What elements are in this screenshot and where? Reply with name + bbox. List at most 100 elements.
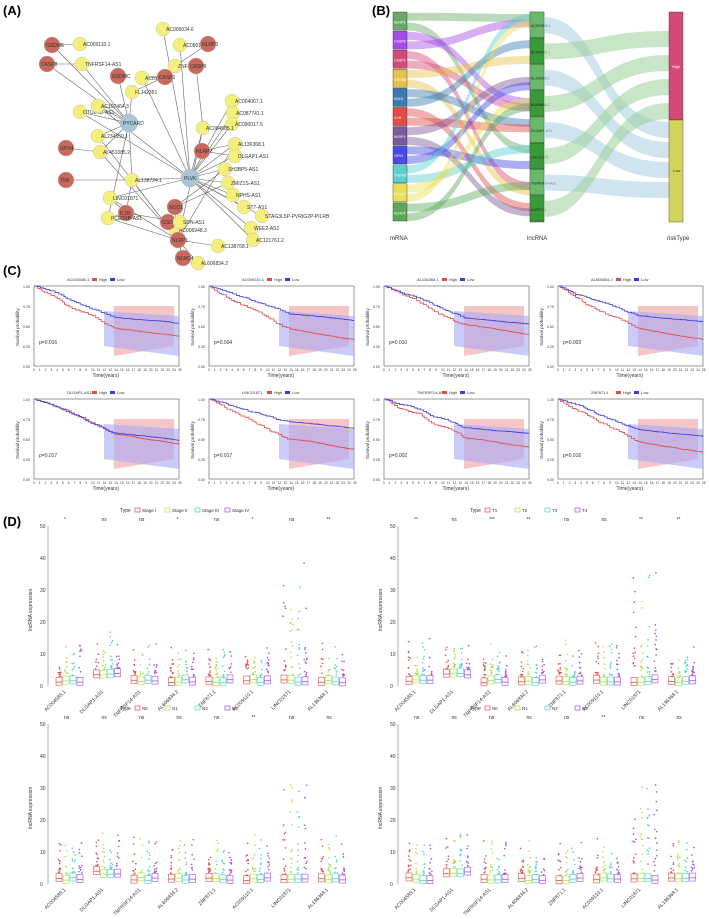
box-outlier [677,841,680,844]
km-x-tick: 19 [143,368,147,372]
km-legend-gene: TNFRSF14-AS1 [417,390,447,395]
network-edge [174,168,226,208]
sankey-flow [407,98,530,193]
km-pvalue: p=0.017 [214,453,232,459]
box-outlier [407,864,410,866]
box-outlier [557,671,560,673]
box-outlier [216,673,219,676]
network-node-label: TNF [60,178,70,184]
box-outlier [284,839,286,841]
box-outlier [465,860,468,863]
box-outlier [209,856,212,859]
box-outlier [109,636,112,638]
km-x-tick: 9 [85,481,87,485]
box-outlier [155,870,158,872]
box-outlier [221,859,223,862]
box-outlier [320,665,322,668]
box-outlier [59,860,61,862]
box-body [562,676,570,685]
box-outlier [71,858,74,860]
sankey-risk-low [668,119,684,223]
network-node [187,57,205,75]
km-legend-low-swatch [634,278,639,281]
network-node-label: PLVK [184,176,197,182]
km-y-tick: 1.00 [23,398,30,402]
box-outlier [228,851,230,854]
box-outlier [79,869,82,871]
box-outlier [633,601,636,603]
boxplot-panel: Type Stage I Stage II Stage III Stage IV0102… [28,507,696,917]
box-outlier [79,866,82,869]
sankey-mrna-label: IL1B [394,116,402,120]
box-outlier [296,629,299,631]
box-outlier [603,651,605,653]
box-outlier [655,635,658,638]
network-node-label: AL234550.1 [101,134,128,140]
box-outlier [305,658,308,661]
km-x-tick: 7 [74,481,76,485]
box-outlier [415,871,418,873]
box-outlier [684,671,687,674]
box-body [130,675,138,684]
box-outlier [690,866,693,868]
box-outlier [101,832,104,834]
box-outlier [192,838,195,841]
sankey-flow [407,19,530,203]
box-outlier [653,813,655,816]
box-body [257,677,264,686]
network-node [172,37,188,53]
box-outlier [559,671,561,674]
box-body [168,677,175,687]
box-outlier [254,833,256,836]
box-outlier [647,645,649,647]
box-outlier [57,871,60,874]
network-node-label: GSDMC [112,74,131,80]
box-outlier [321,672,323,675]
box-outlier [247,862,249,865]
sankey-lnc-label: AC004585.1 [531,24,551,28]
box-outlier [634,853,637,856]
network-node [236,199,252,215]
box-body [189,874,196,883]
box-outlier [454,840,456,842]
box-body [501,677,509,686]
box-outlier [526,663,529,666]
box-outlier [223,651,226,653]
box-outlier [207,673,210,675]
box-outlier [321,868,323,871]
network-node-label: NOD1 [169,205,183,211]
network-node-label: PYCARD [123,121,144,127]
box-body [480,677,488,687]
box-outlier [684,859,686,862]
box-outlier [222,862,225,864]
km-x-tick: 8 [603,368,605,372]
box-body [443,868,450,878]
box-outlier [466,666,468,669]
box-outlier [422,670,424,673]
box-body [593,874,600,884]
box-outlier [246,659,249,662]
box-outlier [642,844,644,847]
box-outlier [693,661,696,664]
box-outlier [298,663,300,665]
box-outlier [686,668,688,670]
km-y-tick: 0.00 [23,478,30,482]
box-outlier [216,675,219,678]
box-outlier [95,852,98,854]
box-outlier [101,865,104,868]
box-outlier [528,673,530,675]
box-outlier [177,847,180,850]
network-node [74,56,90,72]
km-x-tick: 12 [278,368,282,372]
network-node [224,116,240,132]
km-x-tick: 6 [418,481,420,485]
network-edge [189,100,233,179]
box-outlier [65,672,67,674]
box-outlier [335,859,338,861]
km-x-tick: 4 [406,368,408,372]
box-outlier [646,655,649,658]
box-outlier [190,863,193,866]
box-outlier [684,869,686,872]
box-outlier [254,867,256,870]
box-legend-item: N1 [522,706,528,711]
